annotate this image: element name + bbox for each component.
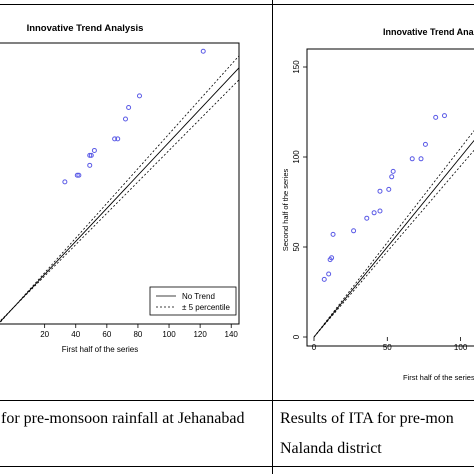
data-point xyxy=(62,179,68,185)
trend-lines xyxy=(313,130,474,338)
data-point xyxy=(330,231,336,237)
legend-no-trend-label: No Trend xyxy=(182,292,215,301)
data-point xyxy=(200,48,206,54)
x-tick-label: 60 xyxy=(102,330,111,339)
data-point xyxy=(326,271,332,277)
ita-chart-nalanda: Innovative Trend Analysis 0 50 100 150 0 50 1… xyxy=(281,27,474,382)
no-trend-line xyxy=(313,139,474,338)
data-points xyxy=(62,48,206,185)
x-tick-label: 120 xyxy=(193,330,207,339)
data-point xyxy=(371,210,377,216)
data-point xyxy=(364,215,370,221)
data-point xyxy=(389,174,395,180)
x-tick-label: 140 xyxy=(225,330,239,339)
x-axis-label: First half of the series xyxy=(62,345,138,354)
upper-percentile-line xyxy=(313,130,474,338)
data-point xyxy=(377,208,383,214)
table-divider-middle xyxy=(0,400,474,401)
upper-percentile-line xyxy=(0,55,240,324)
caption-right-line1: Results of ITA for pre-mon xyxy=(280,410,454,427)
legend-percentile-label: ± 5 percentile xyxy=(182,303,231,312)
data-point xyxy=(377,188,383,194)
x-tick-label: 100 xyxy=(454,343,468,352)
no-trend-line xyxy=(0,67,240,323)
data-point xyxy=(115,136,121,142)
x-tick-label: 50 xyxy=(383,343,392,352)
chart-title: Innovative Trend Analysis xyxy=(383,27,474,37)
x-tick-label: 80 xyxy=(133,330,142,339)
table-divider-top xyxy=(0,4,474,5)
y-tick-label: 150 xyxy=(292,60,301,74)
y-tick-label: 100 xyxy=(292,150,301,164)
x-tick-label: 100 xyxy=(162,330,176,339)
x-tick-label: 20 xyxy=(40,330,49,339)
data-point xyxy=(126,104,132,110)
table-divider-bottom xyxy=(0,466,474,467)
data-point xyxy=(87,152,93,158)
x-tick-label: 40 xyxy=(71,330,80,339)
x-tick-label: 0 xyxy=(312,343,317,352)
data-point xyxy=(441,113,447,119)
data-point xyxy=(112,136,118,142)
data-point xyxy=(351,228,357,234)
table-divider-vertical xyxy=(272,0,273,474)
data-point xyxy=(88,152,94,158)
ita-chart-jehanabad: Innovative Trend Analysis 20 40 60 80 100 120… xyxy=(0,23,240,354)
data-point xyxy=(87,162,93,168)
data-point xyxy=(76,172,82,178)
data-point xyxy=(74,172,80,178)
data-point xyxy=(433,114,439,120)
y-tick-label: 50 xyxy=(292,242,301,251)
x-axis: 20 40 60 80 100 120 140 xyxy=(40,324,238,339)
chart-title: Innovative Trend Analysis xyxy=(27,23,144,34)
data-point xyxy=(409,156,415,162)
data-point xyxy=(386,186,392,192)
data-point xyxy=(122,116,128,122)
data-point xyxy=(418,156,424,162)
data-point xyxy=(422,141,428,147)
legend: No Trend ± 5 percentile xyxy=(149,286,237,316)
y-axis-label: Second half of the series xyxy=(281,168,290,251)
data-points xyxy=(321,113,447,282)
y-axis: 0 50 100 150 xyxy=(292,60,307,339)
lower-percentile-line xyxy=(0,79,240,322)
x-axis: 0 50 100 xyxy=(312,337,468,352)
data-point xyxy=(136,93,142,99)
y-tick-label: 0 xyxy=(292,334,301,339)
plot-frame xyxy=(0,42,240,325)
data-point xyxy=(321,276,327,282)
data-point xyxy=(329,255,335,261)
caption-right-line2: Nalanda district xyxy=(280,440,382,457)
caption-left: for pre-monsoon rainfall at Jehanabad xyxy=(1,410,245,427)
plot-frame xyxy=(306,48,474,347)
x-axis-label: First half of the series xyxy=(403,373,474,382)
data-point xyxy=(390,168,396,174)
lower-percentile-line xyxy=(313,149,474,338)
data-point xyxy=(91,147,97,153)
trend-lines xyxy=(0,55,240,324)
legend-box xyxy=(149,286,237,316)
